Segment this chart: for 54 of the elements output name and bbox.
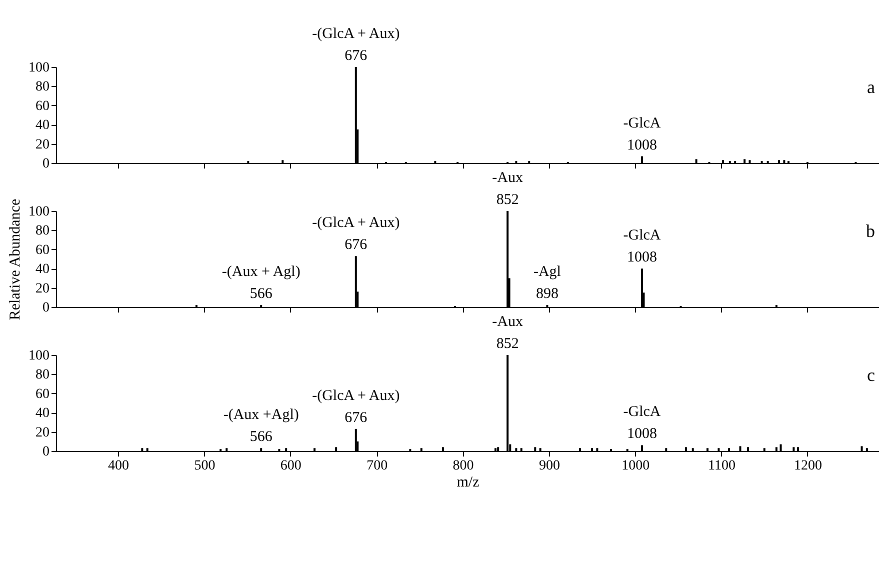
annotation: 676 bbox=[344, 237, 368, 254]
annotation: 1008 bbox=[627, 250, 658, 266]
annotation: 566 bbox=[250, 429, 273, 446]
y-tick-label: 80 bbox=[36, 80, 50, 95]
y-tick-label: 0 bbox=[42, 444, 50, 460]
y-tick-label: 20 bbox=[36, 425, 50, 440]
annotation: -GlcA bbox=[623, 115, 661, 132]
annotation: -(Aux + Agl) bbox=[222, 264, 300, 280]
y-tick-label: 0 bbox=[42, 300, 50, 316]
x-tick-label: 500 bbox=[194, 458, 216, 474]
x-tick-label: 700 bbox=[366, 458, 388, 474]
y-tick-label: 0 bbox=[42, 156, 50, 172]
annotation: 676 bbox=[344, 48, 368, 64]
y-tick-label: 100 bbox=[28, 60, 50, 76]
annotation: 676 bbox=[344, 410, 368, 426]
annotation: 566 bbox=[250, 286, 273, 302]
annotation: 1008 bbox=[627, 426, 658, 442]
y-tick-label: 40 bbox=[36, 262, 50, 278]
annotation: -(GlcA + Aux) bbox=[312, 26, 400, 42]
y-tick-label: 80 bbox=[36, 224, 50, 239]
x-tick-label: 1000 bbox=[622, 458, 650, 474]
annotation: -GlcA bbox=[623, 404, 661, 420]
annotation: -GlcA bbox=[623, 228, 661, 244]
y-tick-label: 40 bbox=[36, 406, 50, 422]
y-tick-label: 60 bbox=[36, 386, 50, 402]
y-tick-label: 80 bbox=[36, 368, 50, 383]
x-tick-label: 600 bbox=[280, 458, 302, 474]
annotation: -Agl bbox=[533, 264, 561, 280]
annotation: 852 bbox=[496, 336, 519, 352]
annotation: b bbox=[866, 221, 875, 241]
y-tick-label: 20 bbox=[36, 137, 50, 152]
y-axis-title: Relative Abundance bbox=[8, 198, 24, 320]
y-tick-label: 60 bbox=[36, 98, 50, 114]
y-tick-label: 20 bbox=[36, 281, 50, 296]
annotation: 852 bbox=[496, 192, 519, 208]
y-tick-label: 40 bbox=[36, 118, 50, 134]
annotation: -Aux bbox=[492, 170, 524, 186]
annotation: 1008 bbox=[627, 137, 658, 154]
x-tick-label: 900 bbox=[538, 458, 560, 474]
x-tick-label: 1200 bbox=[794, 458, 822, 474]
y-tick-label: 100 bbox=[28, 204, 50, 220]
x-tick-label: 400 bbox=[108, 458, 130, 474]
y-tick-label: 60 bbox=[36, 242, 50, 258]
y-tick-label: 100 bbox=[28, 348, 50, 364]
annotation: -(Aux +Agl) bbox=[223, 407, 299, 424]
annotation: a bbox=[867, 77, 875, 97]
x-tick-label: 1100 bbox=[708, 458, 736, 474]
annotation: -(GlcA + Aux) bbox=[312, 388, 400, 404]
annotation: -(GlcA + Aux) bbox=[312, 215, 400, 232]
annotation: -Aux bbox=[492, 314, 524, 330]
x-tick-label: 800 bbox=[452, 458, 474, 474]
annotation: c bbox=[867, 365, 875, 385]
annotation: 898 bbox=[536, 286, 558, 302]
x-axis-title: m/z bbox=[456, 474, 480, 490]
